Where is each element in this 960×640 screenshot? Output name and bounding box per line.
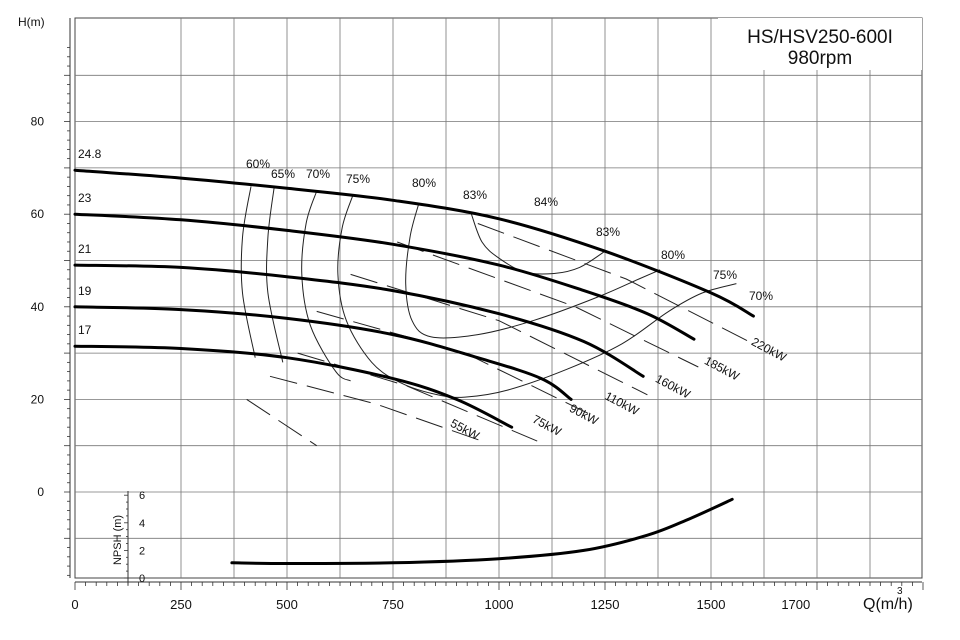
x-tick-label: 750 <box>382 597 404 612</box>
title-box <box>718 18 922 70</box>
plot-frame <box>74 17 923 579</box>
y-tick-label: 20 <box>31 392 45 406</box>
y-tick-label: 60 <box>31 207 45 221</box>
x-tick-label: 1000 <box>485 597 514 612</box>
head-curve <box>73 212 696 341</box>
power-line <box>397 241 699 368</box>
x-tick-label: 250 <box>170 597 192 612</box>
head-curve <box>73 305 573 401</box>
efficiency-label: 60% <box>246 157 270 171</box>
npsh-tick-label: 0 <box>139 573 145 585</box>
npsh-tick-label: 6 <box>139 490 145 502</box>
efficiency-label: 70% <box>749 289 773 303</box>
efficiency-label: 83% <box>463 188 487 202</box>
efficiency-curve <box>405 204 661 339</box>
x-tick-label: 1700 <box>781 597 810 612</box>
power-label: 220kW <box>749 335 789 365</box>
y-tick-label: 0 <box>37 485 44 499</box>
impeller-diameter-label: 17 <box>78 323 92 337</box>
chart-title: HS/HSV250-600I <box>747 27 893 48</box>
power-label: 90kW <box>567 401 601 428</box>
impeller-diameter-label: 24.8 <box>78 147 102 161</box>
power-label: 185kW <box>702 354 742 384</box>
grid <box>74 17 923 579</box>
efficiency-label: 75% <box>713 268 737 282</box>
efficiency-curve <box>301 190 351 382</box>
power-label: 75kW <box>530 412 564 439</box>
x-axis-label-superscript: 3 <box>897 586 903 597</box>
x-tick-label: 1500 <box>697 597 726 612</box>
head-curve <box>73 263 645 378</box>
chart-subtitle: 980rpm <box>788 48 852 69</box>
power-line <box>246 398 317 447</box>
npsh-tick-label: 4 <box>139 518 145 530</box>
efficiency-curve <box>337 195 737 398</box>
impeller-diameter-label: 19 <box>78 284 92 298</box>
x-axis-label: Q(m/h) <box>863 596 913 613</box>
head-curve <box>73 344 514 429</box>
y-axis-label: H(m) <box>18 15 45 29</box>
power-line <box>350 273 648 396</box>
x-axis-label-text: Q(m/h) <box>863 596 913 613</box>
labels-layer: 24.8 23 21 19 17 60%65% 70% 75% 80% 83% 84% 83% 80% 7… <box>78 147 789 443</box>
power-line <box>269 375 483 442</box>
efficiency-label: 84% <box>534 195 558 209</box>
efficiency-label: 65% <box>271 167 295 181</box>
head-curve <box>73 168 755 318</box>
y-tick-label: 80 <box>31 115 45 129</box>
efficiency-curve <box>266 186 284 363</box>
efficiency-label: 70% <box>306 167 330 181</box>
efficiency-label: 83% <box>596 225 620 239</box>
x-tick-label: 500 <box>276 597 298 612</box>
npsh-axis-label: NPSH (m) <box>112 515 124 565</box>
npsh-panel: 0 2 4 6 <box>124 490 145 585</box>
impeller-diameter-label: 23 <box>78 191 92 205</box>
impeller-diameter-label: 21 <box>78 242 92 256</box>
npsh-curve <box>230 497 734 566</box>
efficiency-label: 80% <box>412 176 436 190</box>
series-layer <box>73 168 755 566</box>
power-line <box>477 223 754 345</box>
power-line <box>297 352 538 442</box>
x-tick-label: 0 <box>71 597 78 612</box>
efficiency-curve <box>240 186 256 358</box>
power-label: 110kW <box>602 389 641 419</box>
y-tick-label: 40 <box>31 300 45 314</box>
npsh-tick-label: 2 <box>139 545 145 557</box>
power-label: 160kW <box>653 372 693 402</box>
efficiency-label: 80% <box>661 248 685 262</box>
efficiency-label: 75% <box>346 172 370 186</box>
x-tick-label: 1250 <box>591 597 620 612</box>
